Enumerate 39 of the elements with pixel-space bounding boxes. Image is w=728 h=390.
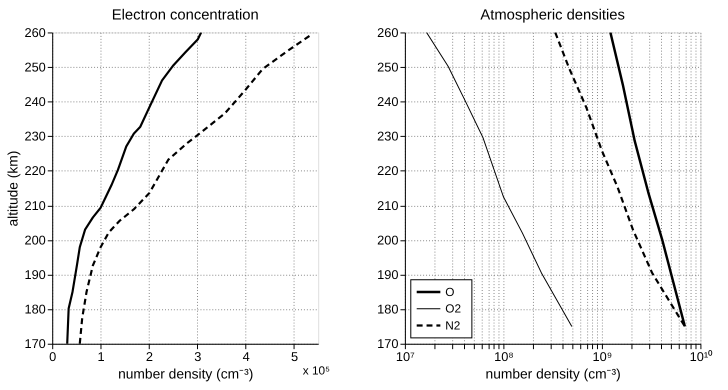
- x-tick-label: 10⁹: [592, 348, 612, 364]
- y-tick-label: 170: [24, 336, 46, 352]
- y-tick-label: 170: [377, 336, 398, 352]
- y-tick-label: 190: [24, 267, 46, 282]
- y-tick-label: 220: [377, 163, 398, 178]
- y-tick-label: 180: [24, 302, 46, 317]
- chart-title: Electron concentration: [112, 8, 259, 24]
- y-tick-label: 260: [24, 24, 46, 40]
- x-axis-title: number density (cm⁻³): [118, 366, 254, 382]
- y-tick-label: 250: [24, 59, 46, 74]
- y-tick-label: 200: [377, 232, 398, 248]
- x-tick-label: 5: [290, 348, 298, 364]
- y-tick-label: 250: [377, 59, 398, 74]
- legend-label: O2: [445, 302, 462, 316]
- y-tick-label: 230: [24, 128, 46, 144]
- text: x 10⁵: [302, 363, 330, 378]
- x-tick-label: 3: [194, 348, 202, 364]
- y-tick-label: 190: [377, 267, 398, 282]
- y-tick-label: 210: [24, 198, 46, 213]
- x-tick-label: 0: [49, 348, 56, 364]
- y-tick-label: 260: [377, 24, 398, 40]
- x-tick-label: 10⁷: [396, 348, 416, 364]
- y-tick-label: 230: [377, 128, 398, 144]
- y-tick-label: 240: [24, 94, 46, 110]
- legend-label: N2: [445, 318, 460, 332]
- x-axis-title: number density (cm⁻³): [486, 366, 621, 382]
- x-tick-label: 4: [242, 348, 250, 364]
- x-tick-label: 10¹⁰: [690, 348, 714, 364]
- y-tick-label: 200: [24, 232, 46, 248]
- y-tick-label: 180: [377, 302, 398, 317]
- y-tick-label: 210: [377, 198, 398, 213]
- y-tick-label: 220: [24, 163, 46, 178]
- x-tick-label: 2: [146, 348, 153, 364]
- y-axis-title: altitude (km): [6, 150, 21, 227]
- x-tick-label: 1: [98, 348, 105, 364]
- x-tick-label: 10⁸: [494, 348, 514, 364]
- legend-label: O: [445, 284, 454, 299]
- chart-title: Atmospheric densities: [480, 8, 625, 24]
- y-tick-label: 240: [377, 94, 398, 110]
